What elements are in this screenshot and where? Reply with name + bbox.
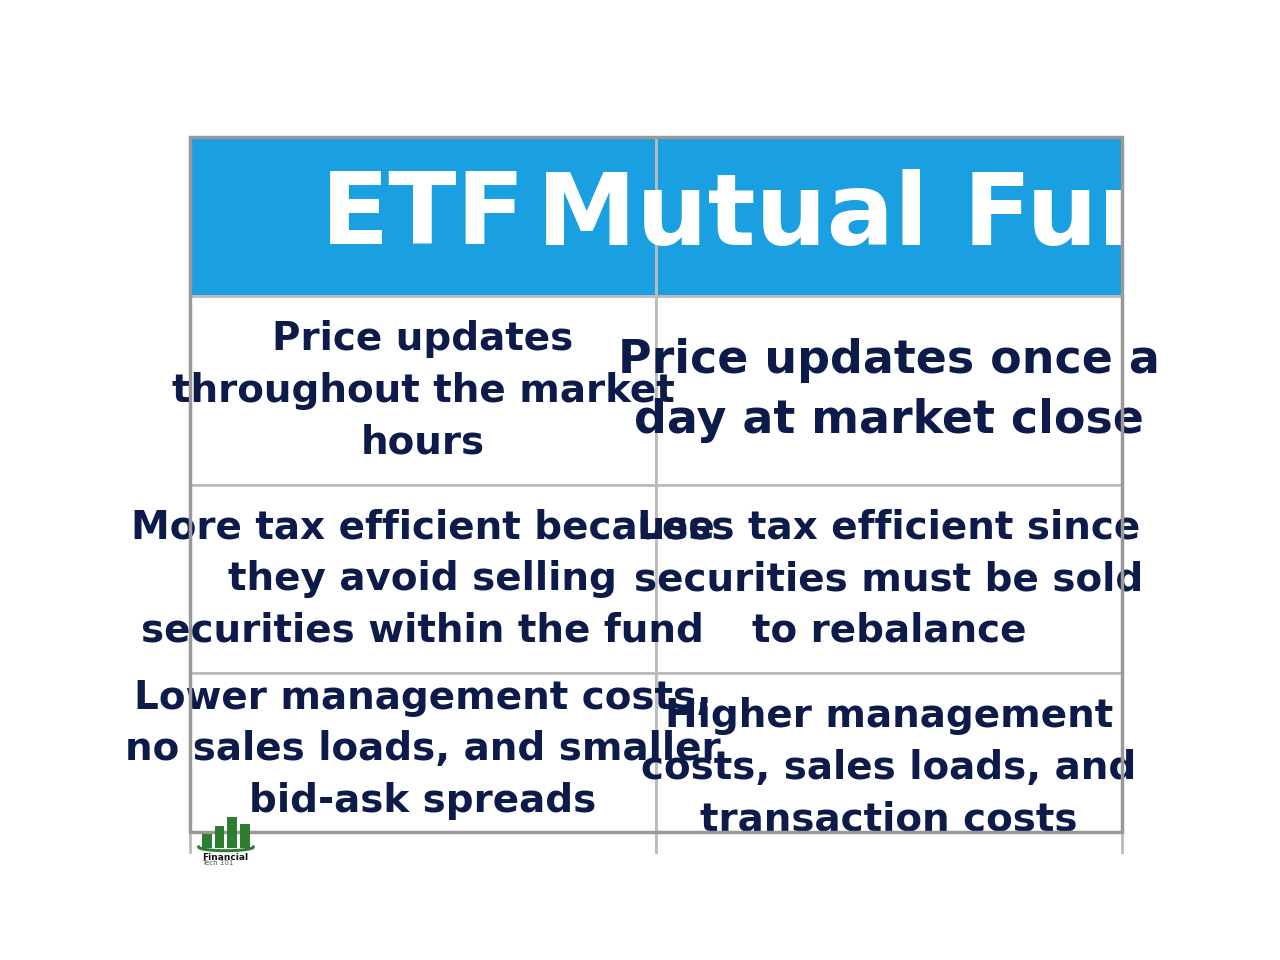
Bar [215,827,224,849]
Text: Less tax efficient since
securities must be sold
to rebalance: Less tax efficient since securities must… [635,509,1144,650]
Bar [202,833,211,849]
Bar [657,485,1123,673]
Text: Lower management costs,
no sales loads, and smaller
bid-ask spreads: Lower management costs, no sales loads, … [125,679,721,820]
Bar [228,818,237,849]
Bar [657,673,1123,862]
Bar [657,297,1123,485]
Bar [657,137,1123,297]
Bar [189,485,657,673]
Text: Higher management
costs, sales loads, and
transaction costs: Higher management costs, sales loads, an… [641,697,1137,838]
Bar [189,673,657,862]
Text: Mutual Fund: Mutual Fund [538,168,1240,265]
Bar [189,297,657,485]
Text: More tax efficient because
they avoid selling
securities within the fund: More tax efficient because they avoid se… [131,509,714,650]
Bar [189,137,657,297]
Text: Price updates
throughout the market
hours: Price updates throughout the market hour… [172,320,675,461]
Text: Financial: Financial [202,852,248,862]
Bar [241,824,251,849]
Text: ETF: ETF [320,168,525,265]
Text: Price updates once a
day at market close: Price updates once a day at market close [618,338,1160,444]
Text: Tech 101: Tech 101 [202,859,233,866]
